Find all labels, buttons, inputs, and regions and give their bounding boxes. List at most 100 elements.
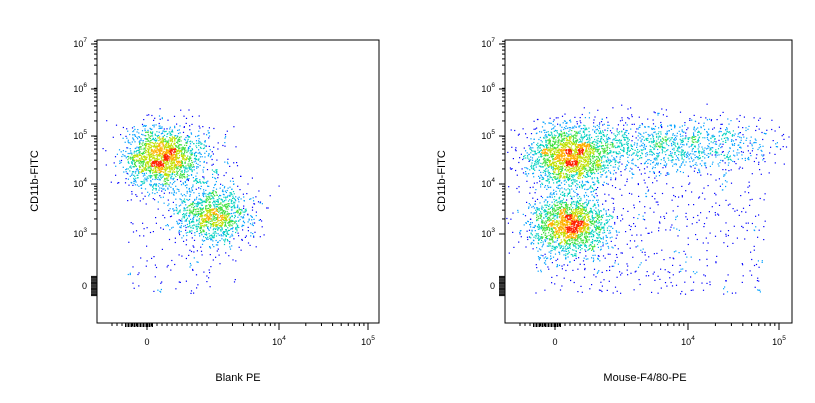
scatter-point	[588, 156, 590, 158]
scatter-point	[133, 171, 135, 173]
scatter-point	[655, 144, 657, 146]
scatter-point	[545, 141, 547, 143]
scatter-point	[213, 224, 215, 226]
scatter-point	[156, 184, 158, 186]
scatter-point	[583, 154, 586, 156]
scatter-point	[649, 141, 651, 143]
scatter-point	[199, 230, 201, 232]
scatter-point	[155, 124, 157, 126]
scatter-point	[586, 150, 588, 152]
scatter-point	[225, 207, 227, 209]
scatter-point	[599, 130, 601, 132]
scatter-point	[214, 200, 216, 202]
scatter-point	[175, 206, 177, 209]
scatter-point	[573, 171, 575, 173]
scatter-point	[235, 146, 237, 148]
scatter-point	[559, 153, 561, 155]
scatter-point	[534, 128, 537, 130]
scatter-point	[197, 226, 199, 228]
scatter-point	[564, 145, 566, 147]
scatter-point	[278, 185, 280, 187]
scatter-point	[562, 152, 564, 154]
scatter-point	[602, 148, 604, 150]
scatter-point	[553, 154, 555, 156]
scatter-point	[171, 183, 173, 185]
scatter-point	[621, 117, 623, 119]
scatter-point	[201, 234, 203, 236]
scatter-point	[238, 246, 240, 248]
scatter-point	[183, 240, 185, 242]
scatter-point	[589, 163, 591, 165]
scatter-point	[571, 160, 573, 163]
scatter-point	[604, 166, 606, 168]
scatter-point	[563, 173, 565, 175]
scatter-point	[676, 171, 678, 173]
scatter-point	[152, 189, 154, 191]
scatter-point	[610, 152, 612, 154]
scatter-point	[169, 174, 171, 176]
scatter-point	[140, 157, 142, 159]
scatter-point	[525, 133, 527, 135]
scatter-point	[186, 192, 188, 194]
scatter-point	[134, 141, 136, 143]
scatter-point	[232, 195, 234, 197]
scatter-point	[200, 209, 202, 211]
scatter-point	[213, 170, 215, 172]
scatter-point	[581, 149, 583, 152]
scatter-point	[542, 121, 544, 123]
scatter-point	[176, 155, 178, 157]
scatter-point	[253, 235, 255, 237]
scatter-point	[583, 136, 585, 138]
scatter-point	[609, 159, 611, 161]
scatter-point	[678, 154, 680, 156]
scatter-point	[203, 147, 206, 149]
scatter-point	[216, 203, 218, 205]
scatter-point	[158, 131, 160, 133]
scatter-point	[661, 148, 663, 150]
scatter-point	[633, 144, 635, 146]
scatter-point	[562, 139, 564, 141]
scatter-point	[152, 157, 155, 159]
scatter-point	[155, 145, 158, 147]
scatter-point	[213, 222, 215, 224]
scatter-point	[130, 150, 132, 152]
scatter-point	[607, 143, 609, 145]
scatter-point	[163, 150, 165, 153]
scatter-point	[186, 179, 188, 181]
scatter-point	[125, 157, 127, 159]
scatter-point	[168, 131, 170, 133]
scatter-point	[250, 235, 252, 237]
scatter-point	[164, 146, 166, 148]
scatter-point	[587, 169, 589, 171]
scatter-point	[562, 122, 564, 124]
scatter-point	[152, 184, 155, 186]
scatter-point	[135, 165, 137, 167]
scatter-point	[594, 159, 596, 161]
scatter-point	[191, 160, 193, 162]
scatter-point	[558, 170, 560, 172]
scatter-point	[173, 148, 175, 150]
scatter-point	[153, 142, 155, 144]
scatter-point	[704, 128, 706, 131]
scatter-point	[174, 135, 176, 137]
scatter-point	[207, 180, 209, 182]
scatter-point	[574, 160, 576, 162]
scatter-point	[571, 174, 573, 176]
scatter-point	[587, 172, 589, 174]
scatter-point	[217, 200, 219, 202]
scatter-point	[558, 180, 560, 182]
scatter-point	[222, 235, 224, 237]
scatter-point	[555, 135, 557, 137]
scatter-point	[612, 173, 615, 175]
scatter-point	[577, 153, 579, 155]
scatter-point	[155, 146, 157, 148]
scatter-point	[156, 153, 158, 155]
scatter-point	[542, 166, 544, 168]
scatter-point	[623, 149, 625, 151]
scatter-point	[563, 127, 566, 129]
scatter-point	[537, 144, 539, 147]
scatter-point	[575, 180, 577, 182]
scatter-point	[152, 154, 154, 156]
scatter-point	[587, 137, 589, 139]
scatter-point	[591, 142, 594, 144]
